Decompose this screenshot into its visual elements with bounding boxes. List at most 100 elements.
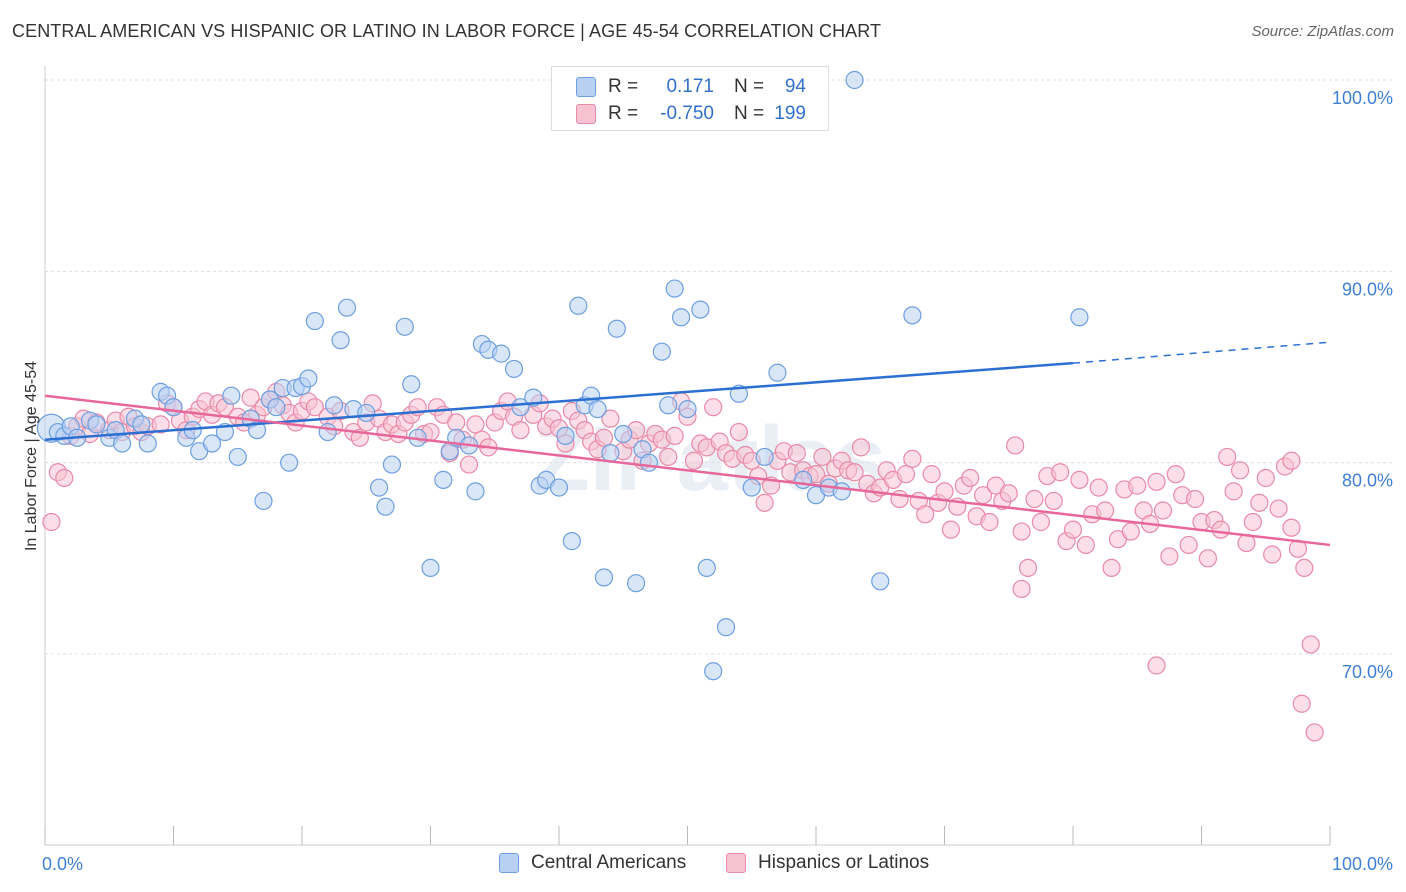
hispanics-point [813, 447, 832, 467]
hispanics-point [1018, 558, 1038, 578]
central-americans-point [138, 434, 157, 453]
hispanics-point [1224, 482, 1243, 501]
hispanics-point [1012, 522, 1031, 541]
legend-swatch-pink [576, 104, 596, 124]
hispanics-point [1147, 656, 1166, 675]
hispanics-point [1243, 512, 1263, 532]
central-americans-point [794, 470, 813, 489]
hispanics-point [896, 465, 916, 484]
hispanics-point [659, 447, 678, 467]
central-americans-point [395, 317, 414, 336]
hispanics-point [1089, 478, 1108, 497]
central-americans-point [382, 455, 402, 474]
y-tick-label: 100.0% [1332, 88, 1393, 108]
hispanics-point [961, 468, 980, 488]
hispanics-point [1211, 520, 1230, 539]
central-americans-point [280, 453, 299, 472]
central-americans-point [704, 662, 723, 681]
hispanics-point [1305, 723, 1324, 742]
hispanics-point [241, 388, 260, 407]
hispanics-point [1096, 501, 1115, 520]
hispanics-point [1070, 470, 1089, 489]
legend-r-value: -0.750 [660, 103, 714, 124]
central-americans-point [112, 434, 132, 453]
legend-n-value: 199 [774, 103, 806, 124]
central-americans-point [652, 342, 671, 361]
central-americans-point [607, 319, 626, 338]
series-legend: Central Americans Hispanics or Latinos [0, 852, 1406, 878]
hispanics-point [787, 444, 806, 463]
hispanics-point [1147, 472, 1166, 491]
hispanics-point [1230, 461, 1250, 480]
series-legend-item-hispanics[interactable]: Hispanics or Latinos [726, 852, 929, 874]
central-americans-points [36, 70, 1089, 681]
legend-row-central-americans: R = 0.171 N = 94 [576, 74, 806, 100]
central-americans-point [370, 478, 389, 497]
hispanics-point [903, 449, 922, 468]
hispanics-point [916, 505, 935, 524]
hispanics-point [511, 421, 530, 440]
central-americans-point [601, 444, 620, 463]
hispanics-point [466, 415, 485, 434]
hispanics-point [1063, 520, 1083, 539]
central-americans-point [376, 497, 395, 516]
y-tick-label: 80.0% [1342, 471, 1393, 491]
hispanics-point [1051, 463, 1070, 482]
hispanics-point [1301, 635, 1320, 654]
central-americans-point [318, 422, 337, 442]
legend-n-label: N = [734, 103, 765, 124]
hispanics-point [601, 409, 620, 428]
legend-row-hispanics: R = -0.750 N = 199 [576, 101, 806, 127]
correlation-legend: R = 0.171 N = 94 R = -0.750 N = 199 [551, 66, 829, 131]
hispanics-point [1121, 522, 1140, 541]
hispanics-points [42, 382, 1324, 742]
central-americans-point [421, 558, 440, 578]
series-legend-item-central-americans[interactable]: Central Americans [499, 852, 686, 874]
hispanics-point [55, 468, 74, 488]
hispanics-trendline [44, 394, 1331, 547]
hispanics-point [755, 493, 774, 512]
series-legend-swatch-pink [726, 853, 746, 873]
hispanics-point [1006, 436, 1025, 455]
central-americans-point [357, 403, 376, 423]
central-americans-point [305, 311, 324, 331]
hispanics-point [704, 398, 723, 417]
central-americans-point [562, 532, 581, 551]
hispanics-point [1160, 547, 1179, 566]
central-americans-point [768, 363, 787, 382]
hispanics-point [922, 465, 941, 484]
central-americans-point [247, 421, 267, 440]
hispanics-point [1076, 535, 1095, 555]
y-axis-label: In Labor Force | Age 45-54 [23, 361, 40, 551]
hispanics-point [941, 520, 961, 539]
hispanics-point [1282, 518, 1301, 537]
central-americans-point [845, 70, 864, 90]
central-americans-point [549, 478, 569, 497]
hispanics-point [1179, 535, 1198, 555]
central-americans-point [755, 447, 774, 467]
central-americans-point [331, 331, 350, 350]
x-tick-label: 0.0% [42, 854, 83, 874]
central-americans-point [402, 375, 421, 394]
hispanics-point [1256, 468, 1275, 488]
chart-title: CENTRAL AMERICAN VS HISPANIC OR LATINO I… [12, 21, 882, 41]
series-legend-label: Hispanics or Latinos [758, 852, 930, 873]
hispanics-point [1044, 491, 1063, 511]
series-legend-label: Central Americans [531, 852, 687, 873]
hispanics-point [1292, 694, 1311, 713]
central-americans-point [742, 478, 761, 497]
hispanics-point [729, 422, 749, 442]
central-americans-point [678, 399, 697, 419]
grid-layer [45, 79, 1395, 655]
hispanics-point [1250, 493, 1269, 512]
hispanics-point [1153, 501, 1173, 520]
hispanics-point [684, 451, 704, 470]
hispanics-point [1031, 512, 1050, 532]
hispanics-point [151, 415, 170, 434]
central-americans-point [871, 572, 890, 591]
x-tick-label: 100.0% [1332, 854, 1393, 874]
central-americans-point [337, 298, 357, 317]
y-tick-label: 70.0% [1342, 662, 1393, 682]
hispanics-point [1295, 558, 1314, 578]
